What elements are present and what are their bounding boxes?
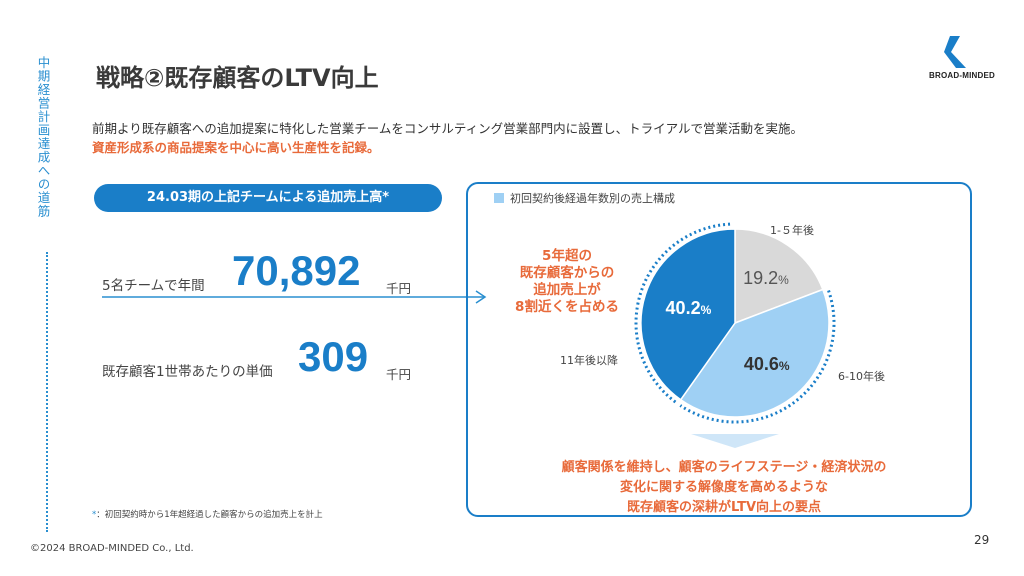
slice-6-10-years <box>679 288 830 418</box>
arrow-right-icon <box>102 290 487 304</box>
slice-1-5-years <box>734 228 824 325</box>
footnote: *：初回契約時から1年超経過した顧客からの追加売上を計上 <box>92 508 323 520</box>
section-dotted-line <box>46 252 48 532</box>
slice-11-years-plus <box>640 228 736 401</box>
slice-value-label: 40.6% <box>744 354 790 374</box>
section-vertical-label: 中期経営計画達成への道筋 <box>35 56 51 218</box>
highlight-dotted-ring <box>634 222 733 404</box>
footnote-text: ：初回契約時から1年超経過した顧客からの追加売上を計上 <box>96 510 323 520</box>
highlight-dotted-ring <box>679 290 836 424</box>
callout-line: 5年超の <box>542 248 592 264</box>
lead-highlight: 資産形成系の商品提案を中心に高い生産性を記録。 <box>92 140 380 155</box>
callout-line: 追加売上が <box>533 282 601 298</box>
stat-annual-unit: 千円 <box>386 281 412 296</box>
callout-line: 既存顧客からの <box>519 265 615 281</box>
copyright: ©2024 BROAD-MINDED Co., Ltd. <box>30 543 194 554</box>
page-number: 29 <box>974 533 990 547</box>
category-label-11plus: 11年後以降 <box>560 354 618 367</box>
category-label-1-5: 1-５年後 <box>770 224 814 237</box>
stat-unit-price-value: 309 <box>298 333 369 380</box>
conclusion-line: 既存顧客の深耕がLTV向上の要点 <box>626 500 822 515</box>
down-arrow-icon <box>691 434 779 448</box>
conclusion-text: 顧客関係を維持し、顧客のライフステージ・経済状況の 変化に関する解像度を高めるよ… <box>496 458 952 518</box>
chart-title: 初回契約後経過年数別の売上構成 <box>510 192 675 205</box>
logo-text: BROAD-MINDED <box>929 71 995 80</box>
stat-unit-price-unit: 千円 <box>386 367 412 382</box>
conclusion-line: 顧客関係を維持し、顧客のライフステージ・経済状況の <box>561 460 887 475</box>
slice-value-label: 19.2% <box>743 268 789 288</box>
category-label-6-10: 6-10年後 <box>838 370 885 383</box>
slice-value-label: 40.2% <box>666 298 712 318</box>
lead-text: 前期より既存顧客への追加提案に特化した営業チームをコンサルティング営業部門内に設… <box>92 121 804 136</box>
stat-unit-price-label: 既存顧客1世帯あたりの単価 <box>102 364 273 380</box>
sales-composition-pie-chart: 19.2% 40.6% 40.2% <box>634 222 836 448</box>
footnote-mark: * <box>92 510 97 520</box>
sales-composition-panel <box>466 182 972 517</box>
broad-minded-logo-icon <box>944 36 966 68</box>
team-sales-header: 24.03期の上記チームによる追加売上高* <box>94 184 442 212</box>
callout-line: 8割近くを占める <box>515 299 619 315</box>
conclusion-line: 変化に関する解像度を高めるような <box>619 480 828 495</box>
stat-annual-label: 5名チームで年間 <box>102 278 205 294</box>
chart-legend: 初回契約後経過年数別の売上構成 <box>494 190 675 206</box>
callout-text: 5年超の 既存顧客からの 追加売上が 8割近くを占める <box>504 248 630 316</box>
page-title: 戦略②既存顧客のLTV向上 <box>96 64 379 92</box>
legend-swatch-icon <box>494 193 504 203</box>
stat-annual-value: 70,892 <box>232 247 361 294</box>
